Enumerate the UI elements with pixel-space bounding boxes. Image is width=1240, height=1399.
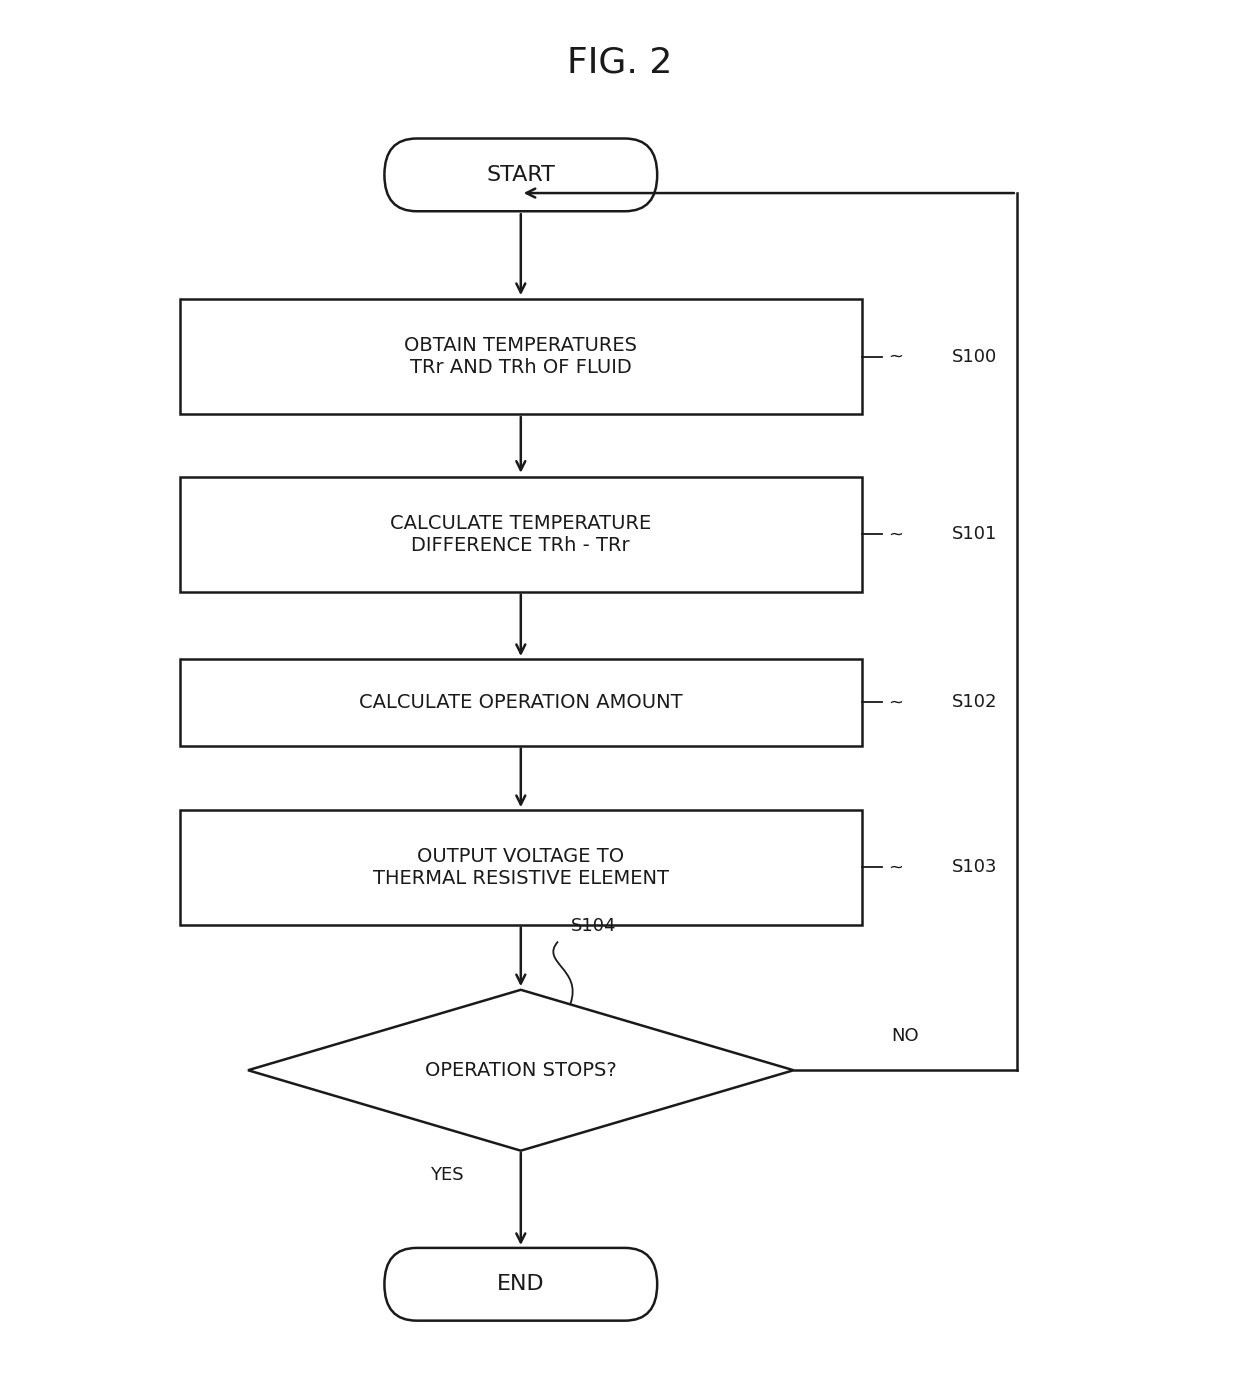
Text: S100: S100 xyxy=(952,348,997,365)
Text: S101: S101 xyxy=(952,526,997,543)
Text: OBTAIN TEMPERATURES
TRr AND TRh OF FLUID: OBTAIN TEMPERATURES TRr AND TRh OF FLUID xyxy=(404,336,637,378)
FancyBboxPatch shape xyxy=(384,139,657,211)
Text: CALCULATE TEMPERATURE
DIFFERENCE TRh - TRr: CALCULATE TEMPERATURE DIFFERENCE TRh - T… xyxy=(391,513,651,555)
Text: CALCULATE OPERATION AMOUNT: CALCULATE OPERATION AMOUNT xyxy=(360,693,682,712)
Bar xyxy=(180,299,862,414)
Text: FIG. 2: FIG. 2 xyxy=(568,46,672,80)
Bar xyxy=(180,810,862,925)
Bar xyxy=(180,659,862,746)
Text: ~: ~ xyxy=(888,526,904,543)
Text: OUTPUT VOLTAGE TO
THERMAL RESISTIVE ELEMENT: OUTPUT VOLTAGE TO THERMAL RESISTIVE ELEM… xyxy=(373,846,668,888)
Text: END: END xyxy=(497,1274,544,1294)
Text: S104: S104 xyxy=(570,916,616,935)
Bar xyxy=(180,477,862,592)
Text: YES: YES xyxy=(429,1167,464,1184)
FancyBboxPatch shape xyxy=(384,1248,657,1321)
Text: S103: S103 xyxy=(952,859,997,876)
Text: NO: NO xyxy=(892,1027,919,1045)
Text: ~: ~ xyxy=(888,694,904,711)
Text: OPERATION STOPS?: OPERATION STOPS? xyxy=(425,1060,616,1080)
Text: S102: S102 xyxy=(952,694,997,711)
Polygon shape xyxy=(248,990,794,1150)
Text: ~: ~ xyxy=(888,859,904,876)
Text: START: START xyxy=(486,165,556,185)
Text: ~: ~ xyxy=(888,348,904,365)
